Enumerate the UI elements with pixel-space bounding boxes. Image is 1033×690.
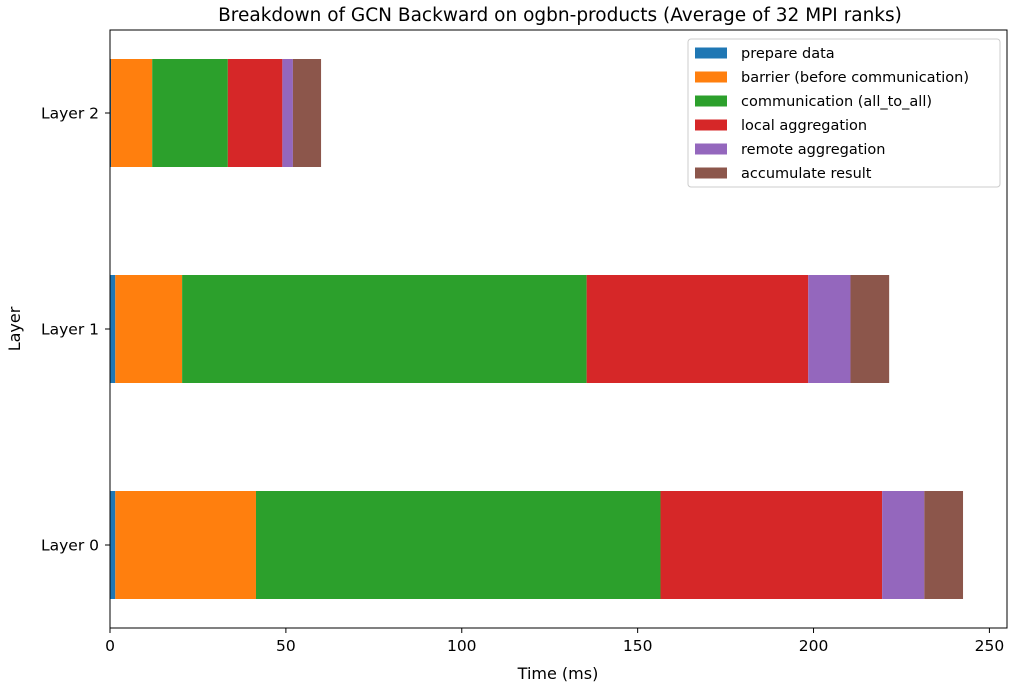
x-tick-label: 150 xyxy=(623,637,653,655)
y-axis: Layer 0 Layer 1 Layer 2 xyxy=(41,105,110,555)
bar-segment xyxy=(660,491,883,599)
bar-segment xyxy=(110,275,116,383)
chart-title: Breakdown of GCN Backward on ogbn-produc… xyxy=(218,5,902,26)
legend-label: accumulate result xyxy=(741,166,872,182)
x-tick-label: 100 xyxy=(447,637,477,655)
bar-segment xyxy=(808,275,851,383)
bar-segment xyxy=(152,59,228,167)
x-axis: 0 50 100 150 200 250 xyxy=(105,628,1004,655)
bar-segment xyxy=(182,275,587,383)
bars-layer xyxy=(110,59,964,599)
y-axis-label: Layer xyxy=(5,306,24,351)
bar-segment xyxy=(115,275,183,383)
legend-label: prepare data xyxy=(741,46,835,62)
bar-segment xyxy=(227,59,283,167)
y-tick-label: Layer 1 xyxy=(41,321,99,339)
bar-segment xyxy=(292,59,322,167)
bar-segment xyxy=(586,275,809,383)
bar-segment xyxy=(111,59,153,167)
legend-label: communication (all_to_all) xyxy=(741,94,932,110)
x-tick-label: 200 xyxy=(799,637,829,655)
bar-segment xyxy=(110,59,112,167)
bar-segment xyxy=(255,491,661,599)
legend-label: local aggregation xyxy=(741,118,867,134)
legend: prepare data barrier (before communicatio… xyxy=(687,38,1001,188)
legend-swatch xyxy=(695,95,727,107)
legend-swatch xyxy=(695,71,727,83)
legend-box xyxy=(687,38,1001,188)
bar-segment xyxy=(115,491,256,599)
y-tick-label: Layer 2 xyxy=(41,105,99,123)
legend-label: remote aggregation xyxy=(741,142,886,158)
x-tick-label: 0 xyxy=(105,637,115,655)
bar-segment xyxy=(882,491,925,599)
x-tick-label: 50 xyxy=(276,637,296,655)
legend-swatch xyxy=(695,143,727,155)
legend-label: barrier (before communication) xyxy=(741,70,969,86)
bar-segment xyxy=(924,491,964,599)
legend-swatch xyxy=(695,47,727,59)
bar-segment xyxy=(282,59,293,167)
bar-segment xyxy=(850,275,890,383)
y-tick-label: Layer 0 xyxy=(41,537,99,555)
x-tick-label: 250 xyxy=(975,637,1005,655)
x-axis-label: Time (ms) xyxy=(517,664,599,683)
bar-segment xyxy=(110,491,116,599)
legend-swatch xyxy=(695,167,727,179)
legend-swatch xyxy=(695,119,727,131)
